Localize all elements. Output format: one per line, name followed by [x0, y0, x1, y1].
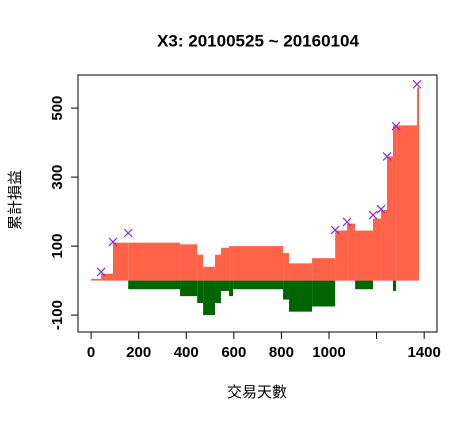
step-bar — [392, 125, 397, 281]
x-tick-label: 200 — [126, 344, 151, 361]
step-bar — [233, 280, 284, 290]
step-bar — [387, 156, 393, 281]
step-bar — [355, 230, 374, 281]
step-bar — [229, 246, 234, 281]
high-marker — [108, 237, 118, 247]
x-tick-label: 600 — [221, 344, 246, 361]
step-bar — [180, 280, 198, 297]
step-bar — [283, 253, 290, 281]
step-bar — [203, 280, 216, 316]
y-tick-label: -100 — [49, 300, 66, 330]
step-bar — [197, 280, 204, 304]
x-tick-label: 1000 — [312, 344, 345, 361]
step-bar — [381, 209, 388, 281]
y-tick-label: 500 — [49, 96, 66, 121]
high-marker — [376, 204, 386, 214]
step-bar — [312, 280, 336, 307]
step-bar — [289, 263, 313, 281]
high-marker — [342, 217, 352, 227]
high-marker — [330, 225, 340, 235]
high-marker — [391, 121, 401, 131]
marker-stroke — [368, 210, 378, 220]
high-marker — [368, 210, 378, 220]
x-tick-label: 0 — [87, 344, 95, 361]
marker-stroke — [342, 217, 352, 227]
step-bar — [283, 280, 290, 300]
y-axis-label: 累計損益 — [7, 170, 24, 230]
marker-stroke — [391, 121, 401, 131]
step-bar — [112, 242, 129, 281]
step-bar — [180, 244, 198, 281]
step-bar — [396, 125, 418, 281]
step-bar — [233, 246, 284, 281]
step-bar — [220, 247, 230, 281]
high-marker — [382, 151, 392, 161]
step-bar — [215, 254, 221, 281]
step-bar — [347, 223, 356, 281]
marker-stroke — [96, 267, 106, 277]
marker-stroke — [123, 228, 133, 238]
step-bar — [128, 242, 181, 281]
step-bar — [417, 87, 420, 281]
step-bar — [220, 280, 230, 291]
high-marker — [412, 79, 422, 89]
x-tick-label: 400 — [174, 344, 199, 361]
marker-stroke — [412, 79, 422, 89]
marker-stroke — [376, 204, 386, 214]
marker-stroke — [330, 225, 340, 235]
step-bar — [373, 218, 382, 281]
step-bar — [101, 273, 113, 281]
step-bar — [229, 280, 234, 297]
high-marker — [96, 267, 106, 277]
step-bar — [197, 254, 204, 281]
step-bar — [128, 280, 181, 290]
step-bar — [335, 230, 348, 281]
marker-stroke — [108, 237, 118, 247]
high-marker — [123, 228, 133, 238]
chart-title: X3: 20100525 ~ 20160104 — [157, 31, 359, 50]
x-axis-label: 交易天數 — [227, 383, 287, 401]
step-bar — [392, 280, 397, 291]
step-bar — [312, 258, 336, 281]
step-bar — [203, 266, 216, 281]
step-bar — [215, 280, 221, 304]
marker-stroke — [382, 151, 392, 161]
y-tick-label: 100 — [49, 234, 66, 259]
step-bar — [289, 280, 313, 312]
step-bar — [91, 278, 102, 281]
x-tick-label: 1400 — [407, 344, 440, 361]
x-tick-label: 800 — [269, 344, 294, 361]
step-bar — [355, 280, 374, 290]
y-tick-label: 300 — [49, 165, 66, 190]
